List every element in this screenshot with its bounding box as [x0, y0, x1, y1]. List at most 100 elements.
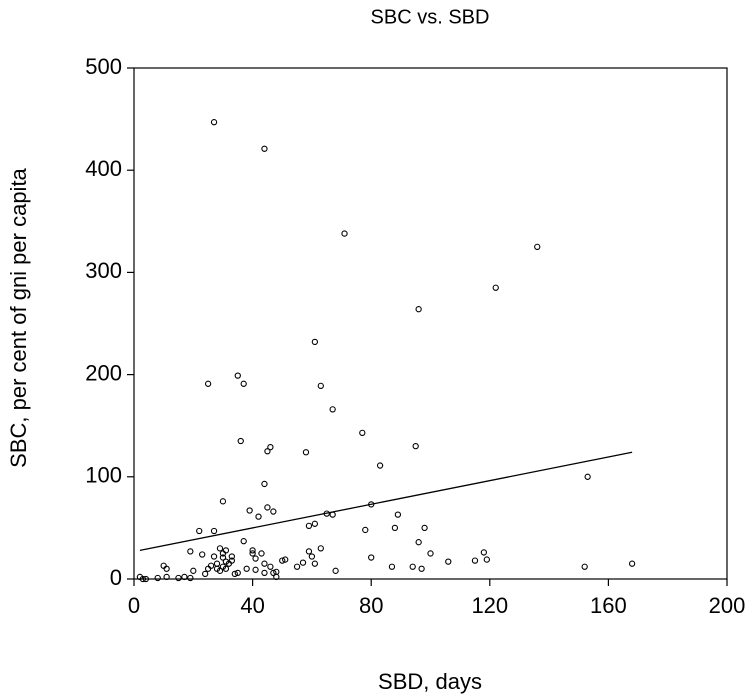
- point: [415, 306, 422, 313]
- point: [415, 539, 422, 546]
- point: [427, 550, 434, 557]
- point: [267, 444, 274, 451]
- point: [222, 558, 230, 565]
- point: [311, 560, 319, 567]
- point: [534, 243, 541, 250]
- point: [240, 380, 247, 387]
- point: [243, 565, 250, 572]
- point: [317, 382, 324, 389]
- point: [240, 538, 247, 545]
- point: [293, 563, 301, 570]
- y-tick-label: 0: [110, 565, 122, 590]
- y-tick-label: 500: [85, 54, 122, 79]
- point: [187, 548, 194, 555]
- point: [213, 560, 221, 567]
- point: [308, 553, 316, 560]
- point: [267, 563, 274, 570]
- point: [258, 550, 265, 557]
- point: [628, 560, 636, 567]
- point: [204, 380, 212, 387]
- point: [341, 230, 348, 237]
- point: [471, 557, 479, 564]
- point: [261, 560, 268, 567]
- point: [391, 524, 399, 532]
- point: [175, 574, 182, 582]
- point: [299, 559, 307, 566]
- point: [279, 557, 286, 564]
- x-tick-label: 160: [590, 593, 627, 618]
- point: [246, 507, 253, 514]
- point: [261, 480, 268, 488]
- point: [249, 550, 256, 557]
- point: [163, 573, 170, 581]
- point: [376, 462, 384, 469]
- point: [261, 145, 268, 152]
- x-axis-title: SBD, days: [378, 669, 482, 694]
- point: [317, 545, 324, 552]
- point: [216, 567, 224, 574]
- point: [480, 549, 488, 556]
- y-tick-label: 300: [85, 258, 122, 283]
- point: [359, 429, 366, 437]
- point: [270, 569, 277, 577]
- point: [190, 567, 197, 574]
- point: [142, 575, 150, 583]
- point: [492, 284, 499, 291]
- point: [264, 504, 271, 511]
- point: [181, 573, 188, 581]
- point: [234, 372, 241, 379]
- point: [311, 520, 319, 527]
- point: [581, 563, 588, 570]
- point: [305, 548, 313, 555]
- point: [219, 498, 227, 505]
- point: [139, 575, 147, 583]
- point: [332, 567, 339, 574]
- point: [207, 562, 215, 569]
- point: [368, 554, 375, 561]
- point: [187, 574, 194, 582]
- point: [394, 511, 402, 518]
- point: [237, 437, 244, 445]
- point: [234, 569, 241, 577]
- point: [418, 565, 425, 572]
- point: [210, 527, 218, 535]
- point: [252, 555, 259, 562]
- point: [231, 570, 238, 578]
- point: [282, 556, 289, 563]
- point: [222, 547, 230, 554]
- chart-title: SBC vs. SBD: [371, 6, 490, 28]
- point: [305, 522, 313, 530]
- y-tick-label: 200: [85, 360, 122, 385]
- point: [302, 449, 310, 456]
- point: [445, 558, 452, 565]
- point: [421, 524, 428, 532]
- point: [228, 553, 235, 560]
- point: [584, 473, 591, 480]
- point: [264, 448, 271, 455]
- point: [154, 574, 161, 582]
- point: [196, 527, 203, 535]
- point: [261, 569, 268, 577]
- point: [252, 566, 259, 573]
- point: [222, 565, 230, 572]
- point: [412, 442, 419, 450]
- x-tick-label: 80: [359, 593, 383, 618]
- point: [249, 547, 256, 554]
- plot-frame: [133, 67, 728, 580]
- x-tick-label: 40: [240, 593, 264, 618]
- fit-line: [139, 451, 633, 552]
- point: [204, 565, 212, 572]
- point: [199, 551, 206, 558]
- point: [362, 526, 369, 534]
- point: [202, 570, 209, 578]
- point: [255, 513, 262, 520]
- point: [329, 406, 336, 413]
- point: [483, 556, 490, 563]
- point: [311, 338, 319, 346]
- point: [160, 562, 167, 569]
- point: [210, 119, 218, 126]
- point: [163, 565, 170, 572]
- point: [273, 573, 280, 581]
- point: [216, 545, 224, 552]
